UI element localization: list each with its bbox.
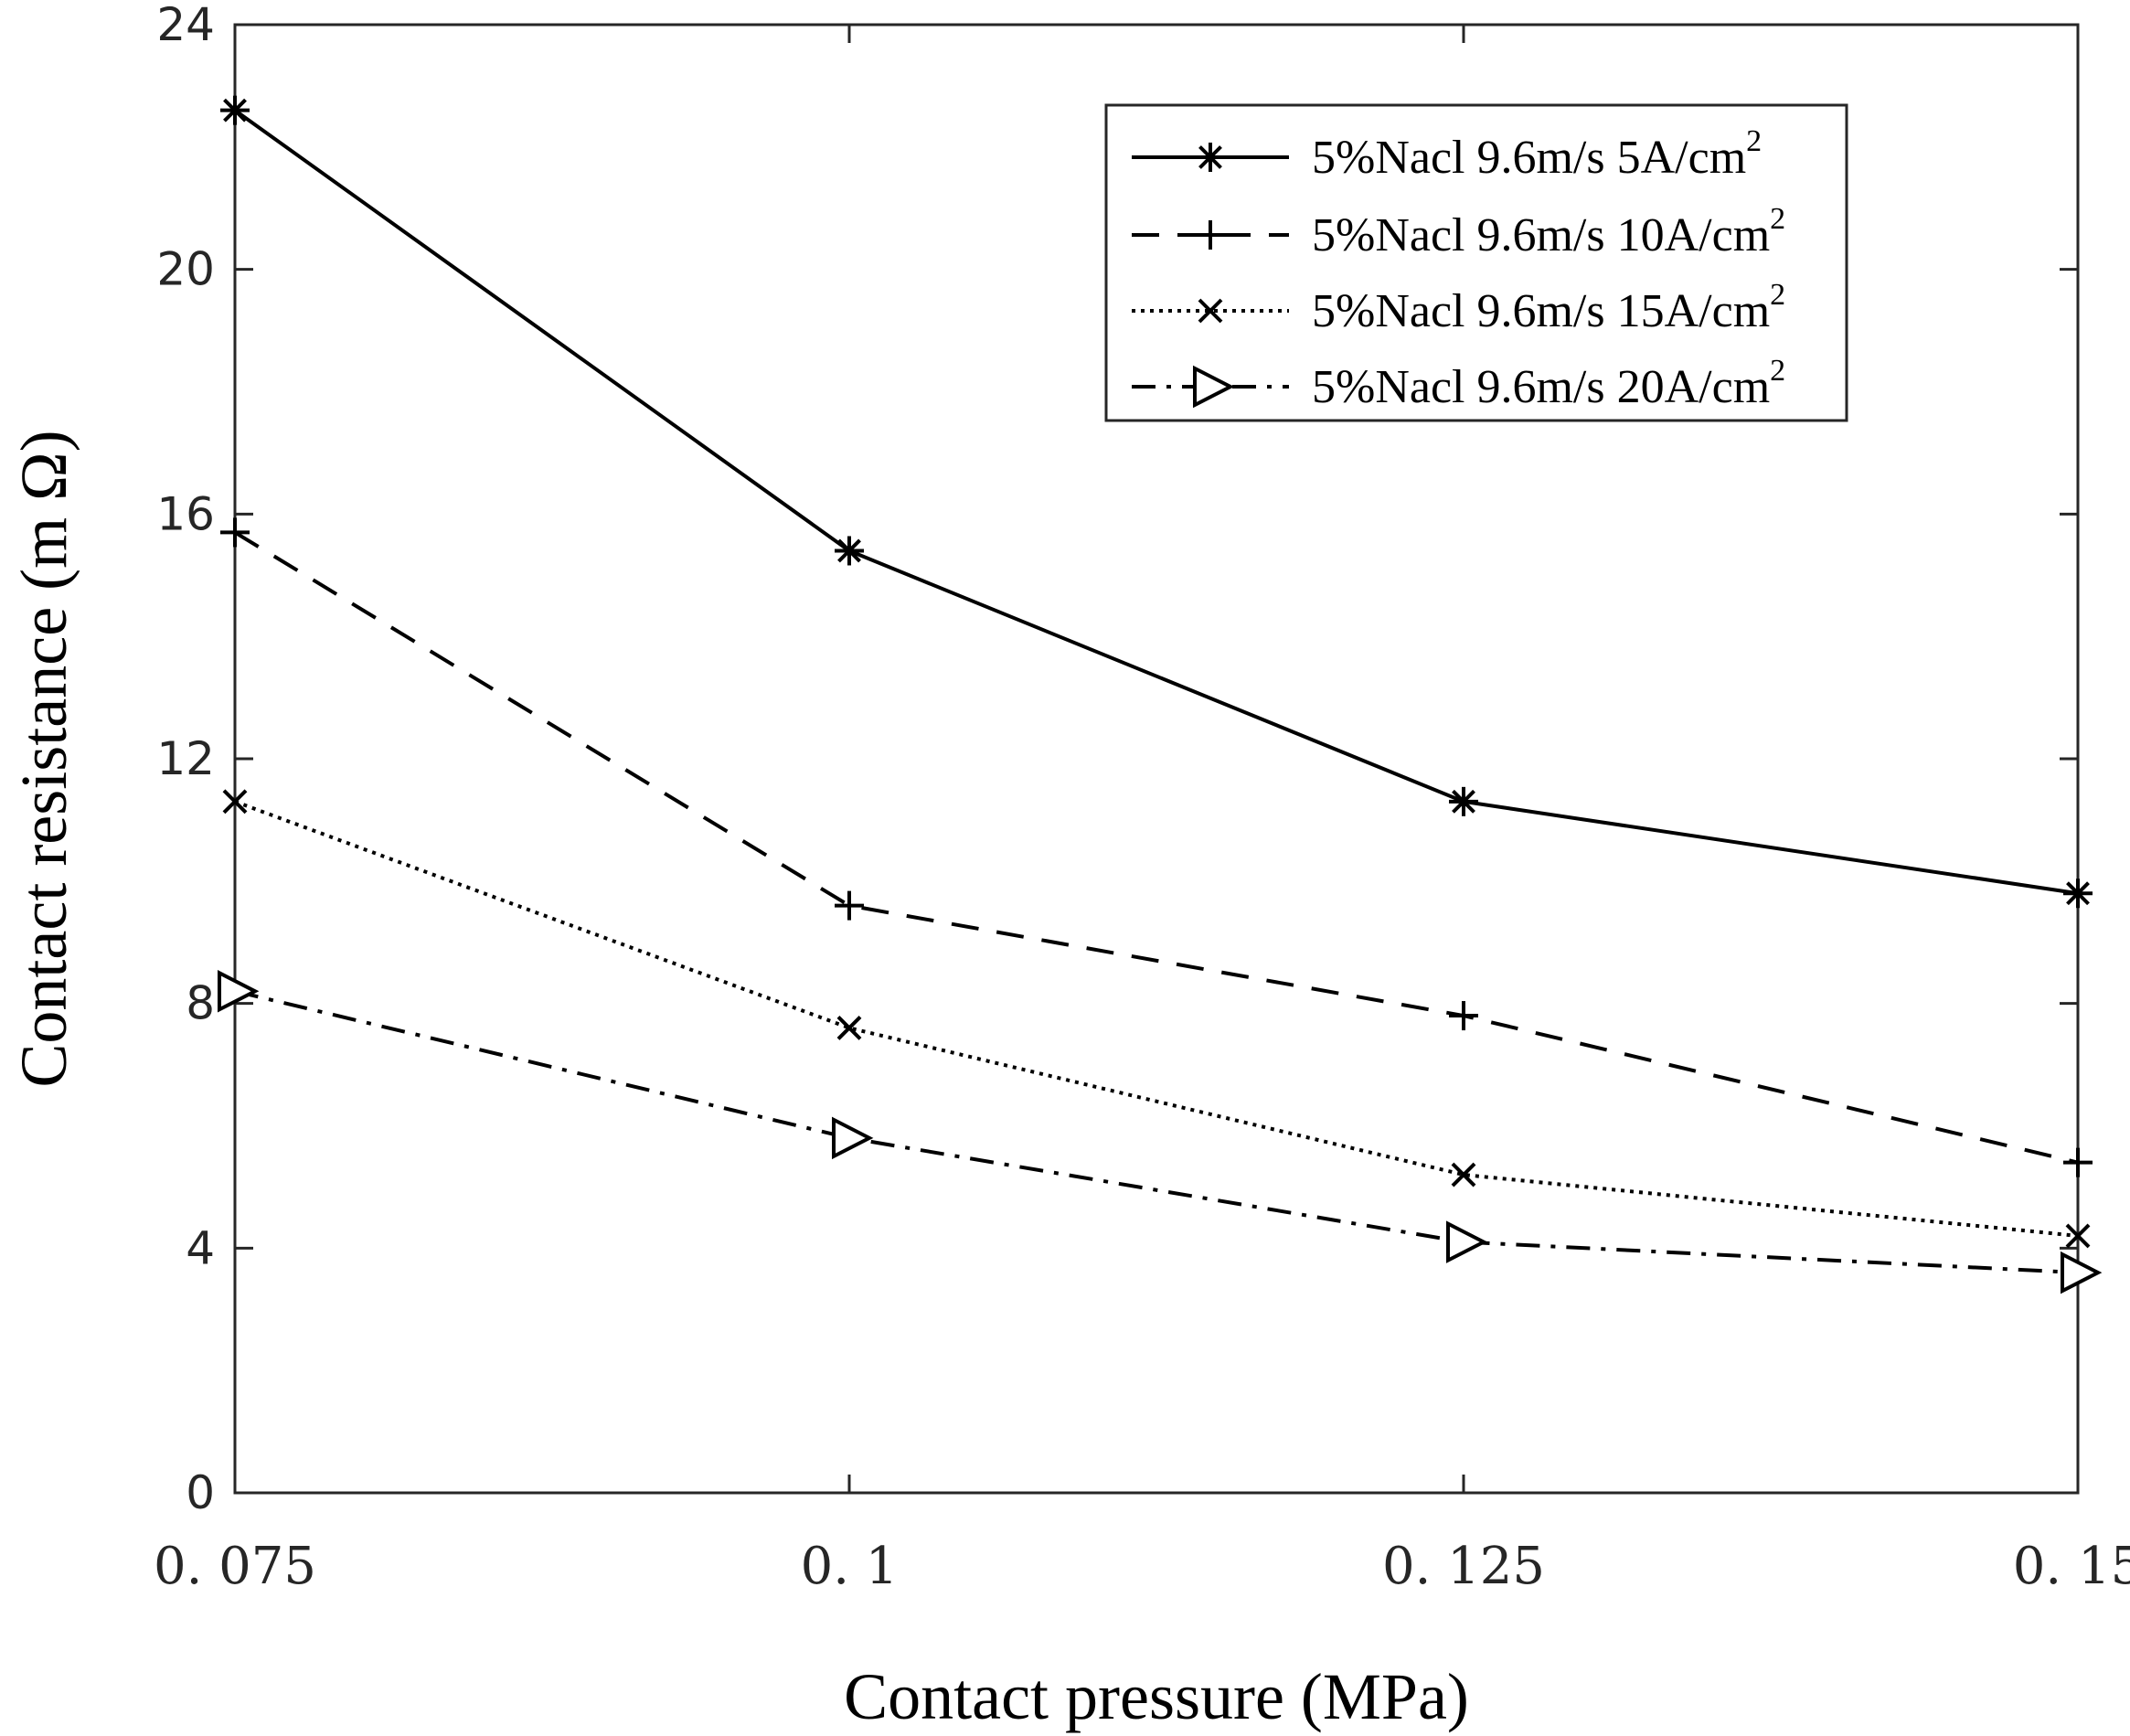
y-tick-label: 16 [156, 487, 215, 540]
series-2-point [2063, 1147, 2093, 1177]
series-3-point [836, 1016, 862, 1040]
legend-label-2: 5%Nacl 9.6m/s 10A/cm2 [1312, 202, 1785, 261]
series-4-point [2061, 1251, 2103, 1294]
series-line-2 [233, 530, 2079, 1165]
series-2-point [1449, 1001, 1478, 1031]
series-3-point [1451, 1162, 1476, 1188]
series-layer [218, 95, 2103, 1294]
legend-label-3: 5%Nacl 9.6m/s 15A/cm2 [1312, 278, 1785, 337]
legend-marker-2 [1196, 220, 1225, 250]
legend-label-1: 5%Nacl 9.6m/s 5A/cm2 [1312, 124, 1762, 184]
legend-label-sup: 2 [1770, 278, 1785, 312]
legend-label-sup: 2 [1746, 124, 1762, 158]
x-tick-label: 0. 15 [2013, 1537, 2130, 1596]
legend: 5%Nacl 9.6m/s 5A/cm2 5%Nacl 9.6m/s 10A/cm… [1104, 103, 1848, 422]
series-line-3 [234, 799, 2079, 1238]
legend-label-sup: 2 [1770, 202, 1785, 236]
y-tick-label: 20 [156, 243, 215, 296]
series-4-point [832, 1116, 874, 1160]
y-tick-label: 4 [186, 1221, 215, 1274]
series-2-point [220, 517, 250, 548]
x-axis-title: Contact pressure (MPa) [844, 1660, 1469, 1733]
y-tick-label: 24 [156, 0, 215, 51]
y-tick-label: 0 [186, 1466, 215, 1519]
x-axis-ticks: 0. 075 0. 1 0. 125 0. 15 [154, 25, 2130, 1596]
y-axis-ticks: 0 4 8 12 16 20 24 [156, 0, 2078, 1519]
x-tick-label: 0. 125 [1382, 1537, 1545, 1596]
legend-marker-4 [1193, 365, 1235, 409]
series-line-1 [233, 109, 2079, 896]
series-line-4 [234, 989, 2079, 1275]
series-2-point [835, 890, 864, 921]
series-1-point [1449, 786, 1478, 816]
series-3-point [222, 789, 248, 815]
legend-label-sup: 2 [1770, 354, 1785, 388]
series-4-point [218, 970, 260, 1013]
legend-marker-1 [1196, 143, 1225, 172]
x-tick-label: 0. 075 [154, 1537, 316, 1596]
legend-label-4: 5%Nacl 9.6m/s 20A/cm2 [1312, 354, 1785, 413]
x-tick-label: 0. 1 [801, 1537, 899, 1596]
series-1-point [2063, 879, 2093, 909]
series-4-point [1446, 1220, 1488, 1263]
legend-marker-3 [1198, 298, 1223, 324]
y-axis-title: Contact resistance (m Ω) [7, 430, 80, 1087]
y-tick-label: 12 [156, 732, 215, 785]
series-3-point [2065, 1223, 2091, 1249]
y-tick-label: 8 [186, 977, 215, 1030]
series-1-point [220, 95, 250, 125]
series-1-point [835, 536, 864, 566]
